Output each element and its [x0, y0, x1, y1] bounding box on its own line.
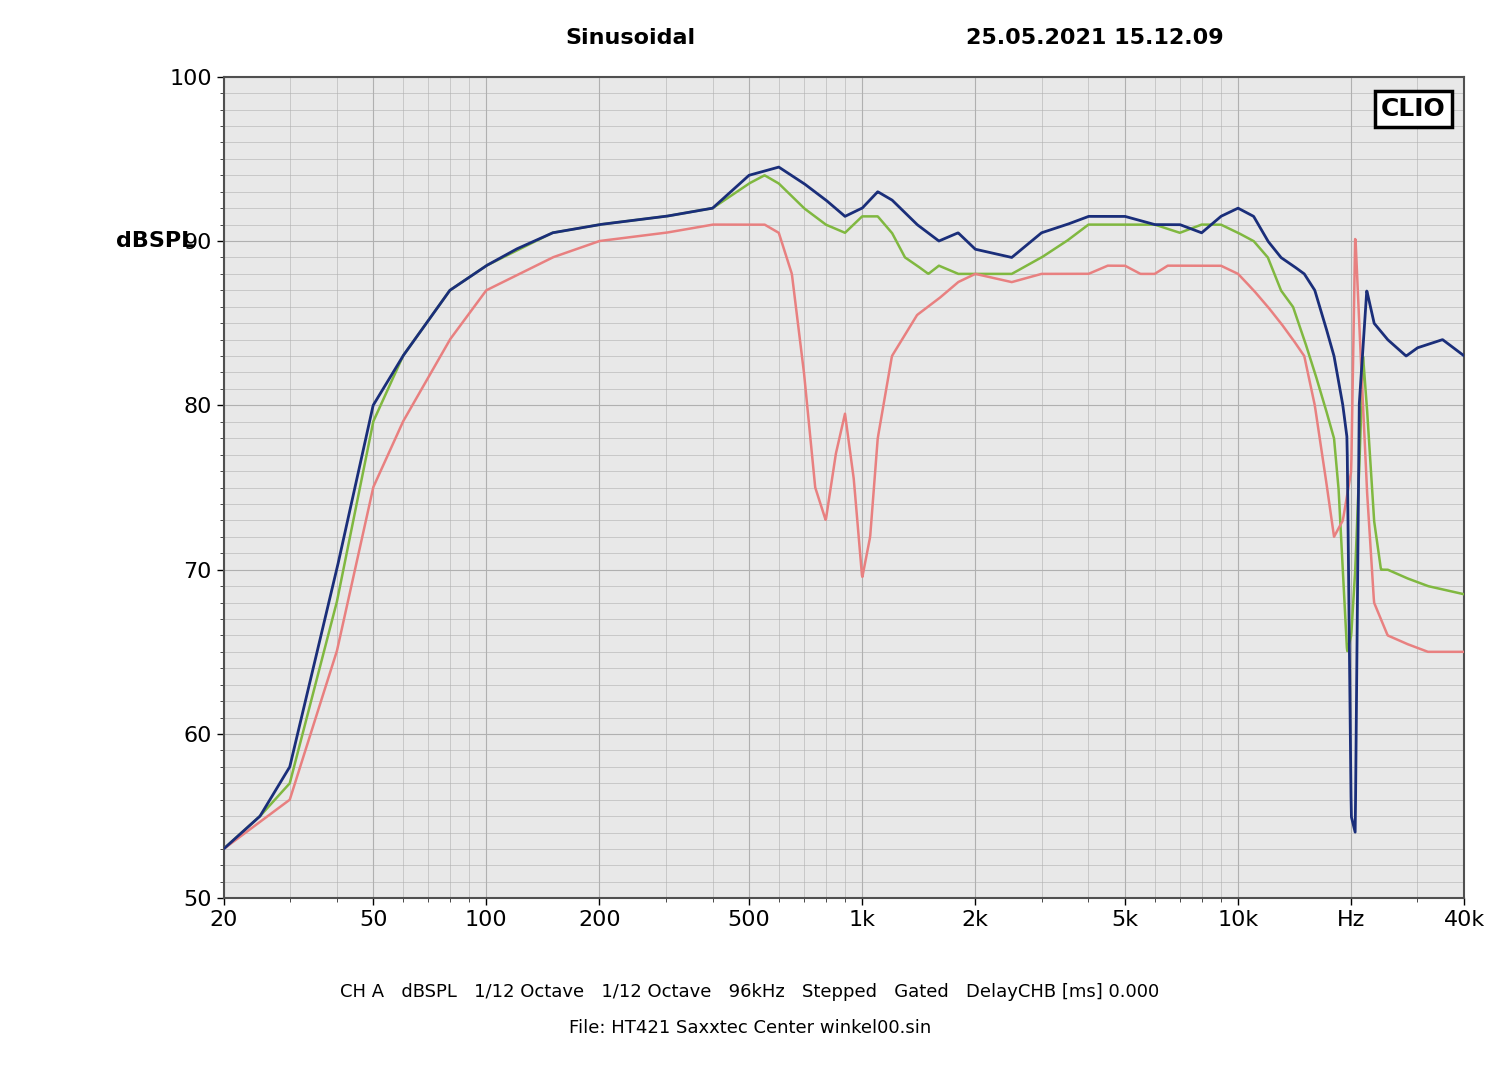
Text: 25.05.2021 15.12.09: 25.05.2021 15.12.09 [966, 28, 1224, 48]
Text: Sinusoidal: Sinusoidal [566, 28, 694, 48]
Text: dBSPL: dBSPL [116, 231, 195, 251]
Text: CLIO: CLIO [1382, 98, 1446, 121]
Text: CH A   dBSPL   1/12 Octave   1/12 Octave   96kHz   Stepped   Gated   DelayCHB [m: CH A dBSPL 1/12 Octave 1/12 Octave 96kHz… [340, 983, 1160, 1001]
Text: File: HT421 Saxxtec Center winkel00.sin: File: HT421 Saxxtec Center winkel00.sin [568, 1019, 932, 1037]
